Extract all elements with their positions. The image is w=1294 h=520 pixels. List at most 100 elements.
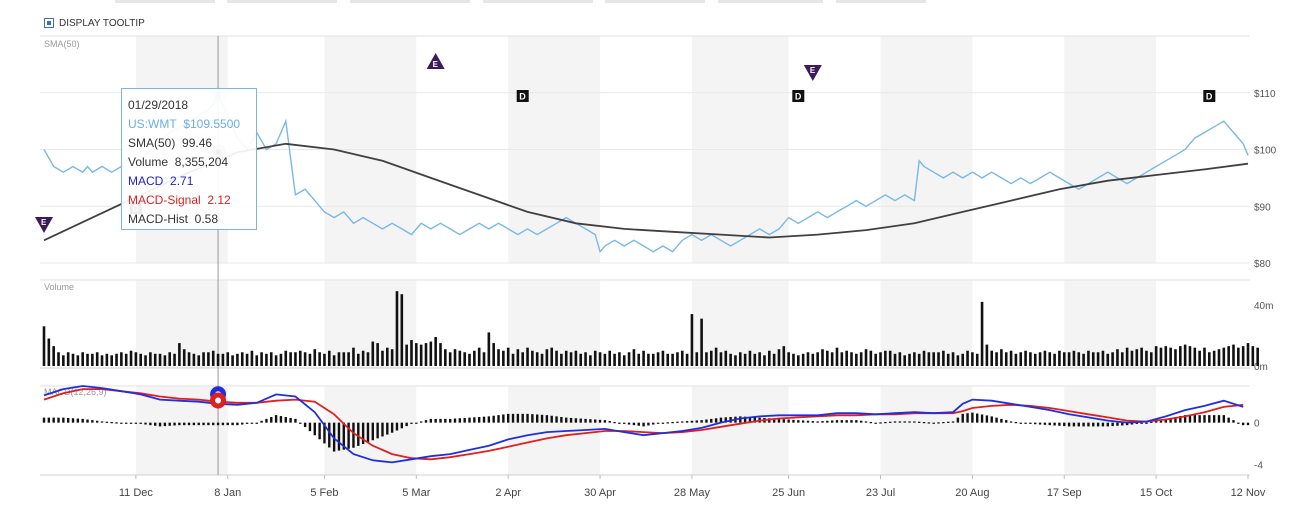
macd-hist-bar (516, 413, 520, 423)
volume-bar (598, 352, 602, 366)
macd-hist-bar (439, 418, 442, 423)
volume-bar (1053, 353, 1056, 366)
volume-bar (279, 353, 283, 366)
volume-bar (589, 355, 592, 366)
macd-hist-bar (1174, 416, 1177, 423)
volume-bar (1058, 350, 1061, 366)
volume-bar (531, 350, 534, 366)
macd-hist-bar (1227, 417, 1230, 423)
macd-hist-bar (1222, 415, 1226, 423)
volume-bar (603, 353, 607, 366)
macd-hist-bar (579, 418, 582, 423)
macd-hist-bar (260, 420, 263, 423)
volume-bar (787, 352, 790, 366)
macd-hist-bar (656, 422, 660, 424)
macd-hist-bar (1048, 422, 1051, 426)
macd-hist-bar (772, 418, 776, 423)
macd-hist-bar (1072, 422, 1076, 427)
macd-hist-bar (777, 418, 781, 423)
earnings-marker (803, 65, 822, 81)
volume-bar (1149, 352, 1153, 366)
volume-bar (86, 353, 89, 366)
tooltip-value: 2.12 (207, 193, 231, 207)
volume-bar (511, 353, 515, 366)
macd-hist-bar (1121, 422, 1124, 426)
volume-bar (318, 352, 321, 366)
macd-hist-bar (985, 415, 989, 423)
volume-bar (1062, 352, 1066, 366)
macd-hist-bar (274, 415, 278, 423)
volume-bar (971, 352, 974, 366)
display-tooltip-toggle[interactable]: DISPLAY TOOLTIP (44, 16, 145, 30)
tab-placeholder[interactable] (115, 0, 215, 3)
macd-hist-bar (835, 420, 839, 423)
macd-hist-bar (1212, 415, 1216, 423)
macd-hist-bar (424, 420, 428, 423)
volume-bar (100, 355, 104, 366)
tab-placeholder[interactable] (227, 0, 337, 3)
volume-bar (168, 352, 172, 366)
macd-hist-bar (492, 415, 495, 423)
display-tooltip-label: DISPLAY TOOLTIP (59, 17, 145, 29)
macd-hist-bar (502, 414, 505, 423)
volume-bar (1212, 350, 1216, 366)
volume-bar (47, 338, 51, 366)
dividend-marker (516, 90, 529, 102)
macd-hist-bar (1000, 418, 1003, 423)
volume-bar (763, 355, 766, 366)
macd-hist-bar (81, 418, 84, 423)
volume-bar (434, 336, 437, 366)
macd-hist-bar (245, 422, 249, 424)
top-tab-strip (0, 0, 1294, 4)
macd-hist-bar (173, 422, 176, 426)
macd-hist-bar (52, 417, 55, 423)
volume-bar (545, 349, 549, 366)
x-tick-label: 17 Sep (1047, 487, 1082, 499)
macd-hist-bar (681, 421, 684, 423)
macd-hist-bar (787, 419, 790, 423)
macd-hist-bar (91, 420, 94, 423)
tab-placeholder[interactable] (350, 0, 470, 3)
macd-hist-bar (782, 419, 786, 423)
macd-hist-bar (303, 422, 307, 428)
macd-hist-bar (1101, 422, 1105, 427)
volume-bar (1130, 350, 1134, 366)
tab-placeholder[interactable] (605, 0, 705, 3)
volume-bar (482, 352, 486, 366)
volume-bar (806, 352, 810, 366)
macd-hist-bar (980, 414, 984, 423)
macd-hist-bar (1208, 415, 1211, 423)
volume-bar (458, 350, 462, 366)
volume-bar (221, 353, 225, 366)
volume-bar (120, 352, 123, 366)
data-tooltip: 01/29/2018 US:WMT $109.5500 SMA(50) 99.4… (121, 88, 257, 230)
volume-bar (81, 352, 84, 366)
volume-bar (526, 347, 529, 366)
volume-bar (961, 353, 965, 366)
volume-bar (690, 314, 694, 366)
macd-hist-bar (337, 422, 341, 451)
tab-placeholder[interactable] (718, 0, 823, 3)
volume-bar (506, 347, 510, 366)
volume-bar (429, 341, 433, 366)
volume-bar (1077, 352, 1081, 366)
tooltip-value: 8,355,204 (174, 155, 229, 169)
volume-bar (946, 353, 950, 366)
volume-bar (893, 353, 897, 366)
volume-bar (173, 353, 176, 366)
checkbox-icon[interactable] (44, 18, 54, 28)
macd-hist-bar (158, 422, 162, 427)
volume-bar (323, 353, 326, 366)
macd-hist-bar (144, 422, 147, 425)
macd-hist-bar (1116, 422, 1119, 426)
volume-bar (192, 353, 196, 366)
volume-bar (1091, 352, 1095, 366)
volume-bar (356, 353, 360, 366)
tab-placeholder[interactable] (483, 0, 593, 3)
macd-hist-bar (956, 417, 960, 423)
volume-bar (574, 350, 578, 366)
volume-bar (1101, 350, 1105, 366)
tab-placeholder[interactable] (836, 0, 926, 3)
macd-hist-bar (241, 422, 244, 425)
